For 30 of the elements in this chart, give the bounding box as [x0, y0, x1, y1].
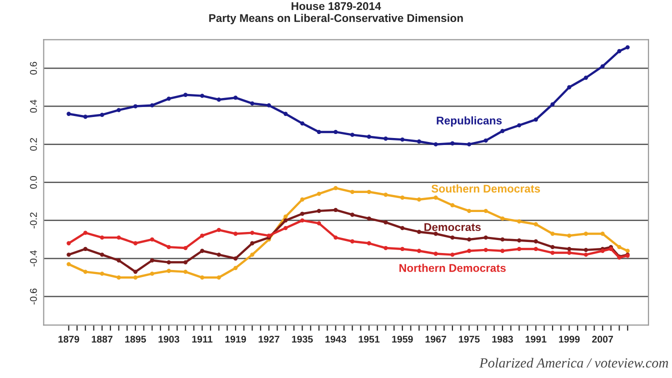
x-tick-label: 1943 [325, 336, 346, 343]
x-tick-label: 1975 [458, 336, 480, 343]
x-tick-label: 1911 [192, 336, 212, 343]
x-tick-label: 1903 [158, 336, 180, 343]
series-label: Democrats [424, 223, 481, 232]
y-tick-label: -0.6 [30, 288, 37, 304]
x-tick-label: 1967 [426, 336, 446, 343]
series-label: Southern Democrats [431, 184, 540, 193]
x-tick-label: 1895 [125, 336, 146, 343]
x-tick-label: 1887 [92, 336, 112, 343]
text: Polarized America / voteview.com [479, 358, 668, 368]
series-label: Northern Democrats [399, 264, 506, 272]
y-tick-label: -0.2 [30, 212, 37, 228]
y-tick-label: -0.4 [30, 250, 37, 266]
y-tick-label: 0.6 [30, 62, 37, 75]
y-tick-label: 0.2 [30, 138, 37, 151]
y-tick-label: 0.4 [30, 100, 37, 113]
series-label: Republicans [436, 116, 502, 127]
x-tick-label: 1879 [58, 336, 80, 343]
x-tick-label: 1919 [225, 336, 246, 343]
x-tick-label: 1983 [492, 336, 513, 343]
x-tick-label: 1935 [292, 336, 313, 343]
x-tick-label: 1959 [392, 336, 413, 343]
chart-title: House 1879-2014 Party Means on Liberal-Conservative Dimension [209, 2, 463, 24]
x-tick-label: 1927 [258, 336, 280, 343]
x-tick-label: 2007 [592, 336, 613, 343]
x-tick-label: 1951 [358, 336, 380, 343]
x-tick-label: 1999 [559, 336, 580, 343]
y-tick-label: 0.0 [30, 176, 37, 189]
x-tick-label: 1991 [526, 336, 546, 343]
